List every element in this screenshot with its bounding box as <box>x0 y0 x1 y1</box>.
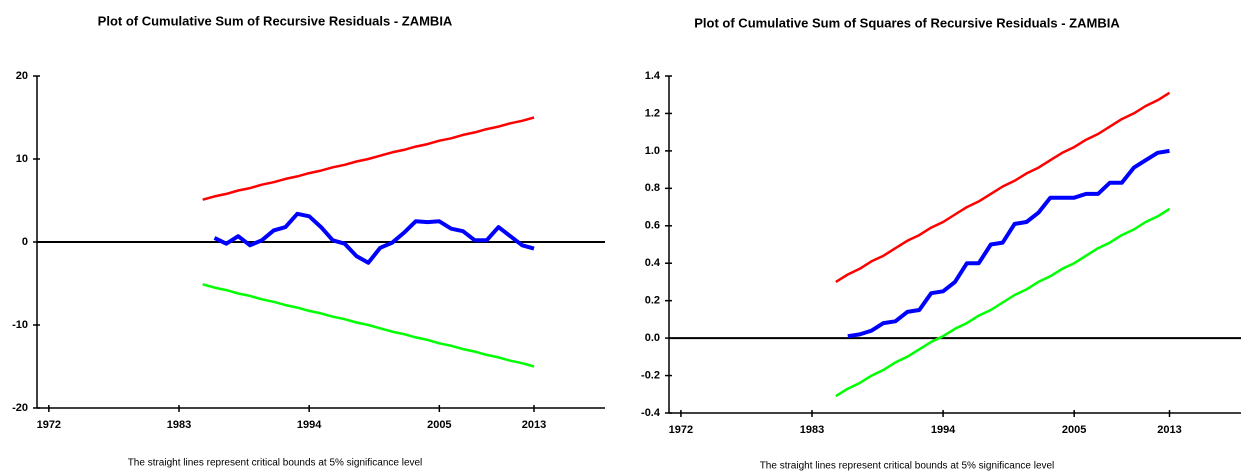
x-tick-label: 1994 <box>297 419 322 431</box>
series-line <box>202 283 535 368</box>
chart: Plot of Cumulative Sum of Squares of Rec… <box>641 15 1241 472</box>
y-tick-label: -10 <box>12 319 28 331</box>
x-tick-label: 1972 <box>37 419 61 431</box>
x-tick-label: 1983 <box>800 424 824 436</box>
chart: Plot of Cumulative Sum of Recursive Resi… <box>12 13 605 469</box>
series-line <box>202 116 535 201</box>
x-tick-label: 2005 <box>427 419 451 431</box>
chart-title: Plot of Cumulative Sum of Recursive Resi… <box>98 13 453 28</box>
y-tick-label: -20 <box>12 402 28 414</box>
y-tick-label: -0.2 <box>641 369 660 381</box>
chart-note: The straight lines represent critical bo… <box>128 458 423 469</box>
x-tick-label: 1972 <box>669 424 693 436</box>
x-tick-label: 2013 <box>522 419 546 431</box>
y-tick-label: 1.2 <box>645 107 660 119</box>
series-line <box>835 207 1171 398</box>
y-tick-label: 0.6 <box>645 220 660 232</box>
x-tick-label: 2013 <box>1157 424 1181 436</box>
y-tick-label: 10 <box>16 153 28 165</box>
y-tick-label: 1.4 <box>645 70 661 82</box>
y-tick-label: 0 <box>22 236 28 248</box>
series-line <box>835 91 1171 283</box>
y-tick-label: 1.0 <box>645 145 660 157</box>
chart-note: The straight lines represent critical bo… <box>760 461 1055 472</box>
x-tick-label: 2005 <box>1062 424 1086 436</box>
x-tick-label: 1994 <box>931 424 956 436</box>
y-tick-label: 0.8 <box>645 182 660 194</box>
series-line <box>213 211 535 265</box>
y-tick-label: 0.4 <box>645 257 661 269</box>
y-tick-label: 0.2 <box>645 295 660 307</box>
y-tick-label: 20 <box>16 70 28 82</box>
series-line <box>847 148 1170 339</box>
x-tick-label: 1983 <box>167 419 191 431</box>
chart-title: Plot of Cumulative Sum of Squares of Rec… <box>694 15 1120 30</box>
y-tick-label: -0.4 <box>641 407 661 419</box>
y-tick-label: 0.0 <box>645 332 660 344</box>
